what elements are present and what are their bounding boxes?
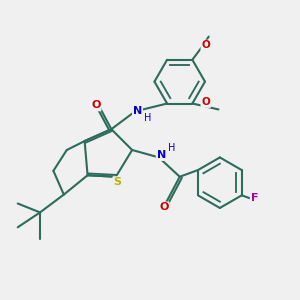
Text: O: O	[91, 100, 101, 110]
Text: H: H	[144, 113, 151, 123]
Text: S: S	[113, 177, 121, 187]
Text: O: O	[201, 40, 210, 50]
Text: O: O	[201, 97, 210, 107]
Text: O: O	[159, 202, 169, 212]
Text: F: F	[251, 193, 258, 203]
Text: N: N	[157, 150, 166, 160]
Text: H: H	[168, 143, 175, 153]
Text: N: N	[133, 106, 142, 116]
